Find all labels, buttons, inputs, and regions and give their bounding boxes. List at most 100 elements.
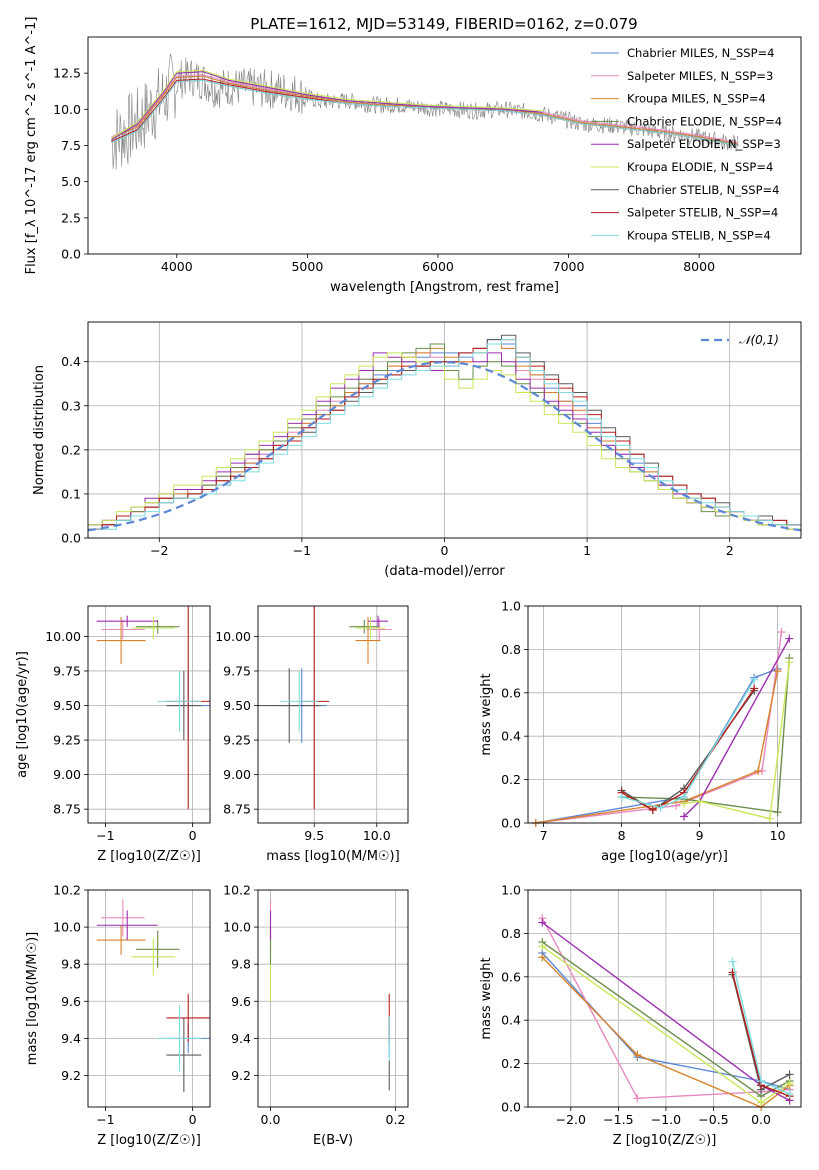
axes-frame xyxy=(527,605,802,824)
y-tick-label: 10.2 xyxy=(223,883,251,898)
legend-label: Salpeter STELIB, N_SSP=4 xyxy=(627,206,778,220)
x-tick-label: 10.0 xyxy=(363,828,391,843)
x-axis-label: E(B-V) xyxy=(313,1133,353,1148)
y-tick-label: 8.75 xyxy=(53,802,81,817)
x-tick-label: 0.2 xyxy=(386,1112,406,1127)
x-tick-label: 0.0 xyxy=(751,1112,771,1127)
x-tick-label: 2 xyxy=(726,543,734,558)
y-tick-label: 2.5 xyxy=(61,210,81,225)
weight-line xyxy=(683,662,790,820)
y-tick-label: 0.2 xyxy=(501,1056,521,1071)
x-tick-label: 5000 xyxy=(291,259,323,274)
x-tick-label: 0 xyxy=(189,828,197,843)
y-tick-label: 9.50 xyxy=(53,698,81,713)
weight-line xyxy=(535,670,779,823)
y-tick-label: 0.4 xyxy=(501,1013,521,1028)
weight-line xyxy=(535,631,783,823)
y-tick-label: 9.2 xyxy=(61,1068,81,1083)
y-tick-label: 9.25 xyxy=(53,733,81,748)
panel-residuals: −2 −1 0 1 2 0.0 0.1 0.2 0.3 0.4 (data-model)/error… xyxy=(32,321,802,579)
x-tick-label: −2.0 xyxy=(556,1112,586,1127)
y-tick-label: 10.00 xyxy=(45,629,81,644)
x-tick-label: −1 xyxy=(96,828,114,843)
panel-mass_vs_Z: −1 0 9.2 9.4 9.6 9.8 10.0 10.2 Z [log10(Z/Z☉)] ma… xyxy=(25,883,211,1148)
figure-title: PLATE=1612, MJD=53149, FIBERID=0162, z=0… xyxy=(250,15,637,33)
y-tick-label: 1.0 xyxy=(501,599,521,614)
x-tick-label: 0 xyxy=(189,1112,197,1127)
x-tick-label: 4000 xyxy=(161,259,193,274)
axes-frame xyxy=(87,605,211,824)
panel-age_vs_Z: −1 0 8.75 9.00 9.25 9.50 9.75 10.00 Z [log10(Z/Z… xyxy=(15,605,211,864)
weight-line xyxy=(535,668,778,823)
axes-frame xyxy=(87,321,802,539)
x-tick-label: 9 xyxy=(696,828,704,843)
x-tick-label: −0.5 xyxy=(698,1112,728,1127)
x-tick-label: 8000 xyxy=(683,259,715,274)
axes-frame xyxy=(257,605,409,824)
panel-mass_vs_ebv: 0.0 0.2 9.2 9.4 9.6 9.8 10.0 10.2 E(B-V) xyxy=(223,883,409,1148)
axes-frame xyxy=(87,889,211,1108)
y-axis-label: mass [log10(M/M☉)] xyxy=(25,932,40,1065)
y-tick-label: 10.0 xyxy=(53,920,81,935)
y-tick-label: 10.00 xyxy=(215,629,251,644)
y-tick-label: 0.3 xyxy=(61,398,81,413)
x-axis-label: Z [log10(Z/Z☉)] xyxy=(97,849,201,864)
legend-label: Chabrier ELODIE, N_SSP=4 xyxy=(627,114,782,128)
y-tick-label: 0.0 xyxy=(501,1100,521,1115)
y-tick-label: 9.25 xyxy=(223,733,251,748)
y-tick-label: 9.75 xyxy=(53,663,81,678)
x-tick-label: 10 xyxy=(770,828,786,843)
panel-spectrum: 4000 5000 6000 7000 8000 0.0 2.5 5.0 7.5 10.0 12.5… xyxy=(24,17,802,295)
y-axis-label: age [log10(age/yr)] xyxy=(15,651,30,778)
x-tick-label: −1 xyxy=(293,543,311,558)
y-tick-label: 9.2 xyxy=(231,1068,251,1083)
axes-frame xyxy=(87,36,802,255)
weight-line xyxy=(621,679,755,809)
y-tick-label: 9.4 xyxy=(231,1031,251,1046)
x-tick-label: 0 xyxy=(441,543,449,558)
weight-line xyxy=(541,952,790,1091)
x-tick-label: −1.5 xyxy=(603,1112,633,1127)
model-spectrum-line xyxy=(111,71,543,141)
y-tick-label: 10.0 xyxy=(223,920,251,935)
model-spectrum-line xyxy=(111,75,739,145)
weight-line xyxy=(621,658,790,813)
legend-label: Kroupa STELIB, N_SSP=4 xyxy=(627,228,771,242)
y-tick-label: 1.0 xyxy=(501,883,521,898)
residual-histogram xyxy=(88,352,801,538)
y-tick-label: 10.2 xyxy=(53,883,81,898)
x-axis-label: Z [log10(Z/Z☉)] xyxy=(97,1133,201,1148)
x-tick-label: 0.0 xyxy=(261,1112,281,1127)
y-tick-label: 0.6 xyxy=(501,685,521,700)
y-tick-label: 9.6 xyxy=(231,994,251,1009)
x-tick-label: 1 xyxy=(583,543,591,558)
legend-label: 𝒩(0,1) xyxy=(739,333,779,347)
legend-label: Chabrier STELIB, N_SSP=4 xyxy=(627,183,779,197)
axes-frame xyxy=(527,889,802,1108)
x-axis-label: mass [log10(M/M☉)] xyxy=(266,849,399,864)
y-tick-label: 9.75 xyxy=(223,663,251,678)
y-tick-label: 9.8 xyxy=(61,957,81,972)
y-tick-label: 0.0 xyxy=(61,247,81,262)
x-tick-label: 7000 xyxy=(553,259,585,274)
y-tick-label: 0.4 xyxy=(61,354,81,369)
x-tick-label: 8 xyxy=(618,828,626,843)
panel-weight_vs_Z: −2.0 −1.5 −1.0 −0.5 0.0 0.0 0.2 0.4 0.6 0.8 1.0 Z [… xyxy=(479,883,802,1148)
gaussian-curve xyxy=(88,360,801,532)
y-tick-label: 0.4 xyxy=(501,729,521,744)
legend-label: Chabrier MILES, N_SSP=4 xyxy=(627,46,774,60)
legend-label: Salpeter MILES, N_SSP=3 xyxy=(627,69,773,83)
y-axis-label: mass weight xyxy=(479,957,494,1039)
panel-age_vs_mass: 9.5 10.0 8.75 9.00 9.25 9.50 9.75 10.00 mass [lo… xyxy=(215,605,409,864)
x-tick-label: −2 xyxy=(150,543,168,558)
y-tick-label: 9.50 xyxy=(223,698,251,713)
y-tick-label: 0.8 xyxy=(501,642,521,657)
x-tick-label: −1.0 xyxy=(651,1112,681,1127)
x-axis-label: wavelength [Angstrom, rest frame] xyxy=(330,280,559,295)
y-tick-label: 9.00 xyxy=(223,767,251,782)
x-tick-label: −1 xyxy=(96,1112,114,1127)
y-axis-label: mass weight xyxy=(479,673,494,755)
y-tick-label: 12.5 xyxy=(53,66,81,81)
y-tick-label: 10.0 xyxy=(53,102,81,117)
